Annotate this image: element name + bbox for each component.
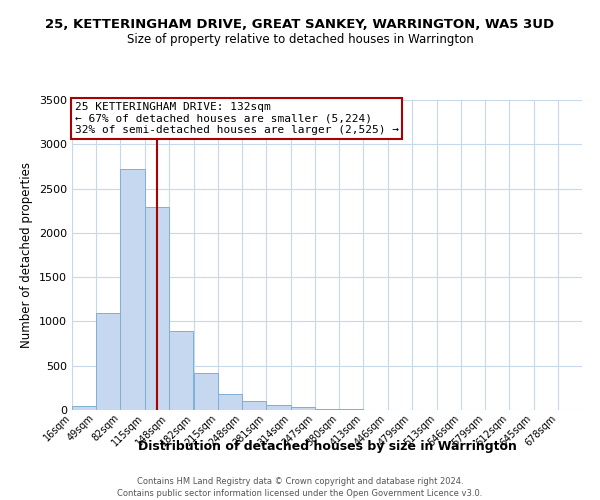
- Text: Distribution of detached houses by size in Warrington: Distribution of detached houses by size …: [137, 440, 517, 453]
- Bar: [290, 408, 315, 410]
- Bar: [96, 312, 121, 410]
- Bar: [194, 373, 218, 410]
- Y-axis label: Number of detached properties: Number of detached properties: [20, 162, 34, 348]
- Text: Contains public sector information licensed under the Open Government Licence v3: Contains public sector information licen…: [118, 489, 482, 498]
- Bar: [242, 400, 266, 410]
- Bar: [218, 394, 242, 410]
- Bar: [121, 169, 145, 410]
- Text: Size of property relative to detached houses in Warrington: Size of property relative to detached ho…: [127, 32, 473, 46]
- Bar: [169, 331, 193, 410]
- Text: 25, KETTERINGHAM DRIVE, GREAT SANKEY, WARRINGTON, WA5 3UD: 25, KETTERINGHAM DRIVE, GREAT SANKEY, WA…: [46, 18, 554, 30]
- Bar: [266, 405, 290, 410]
- Bar: [72, 406, 96, 410]
- Bar: [145, 207, 169, 410]
- Text: 25 KETTERINGHAM DRIVE: 132sqm
← 67% of detached houses are smaller (5,224)
32% o: 25 KETTERINGHAM DRIVE: 132sqm ← 67% of d…: [74, 102, 398, 134]
- Bar: [315, 408, 339, 410]
- Text: Contains HM Land Registry data © Crown copyright and database right 2024.: Contains HM Land Registry data © Crown c…: [137, 478, 463, 486]
